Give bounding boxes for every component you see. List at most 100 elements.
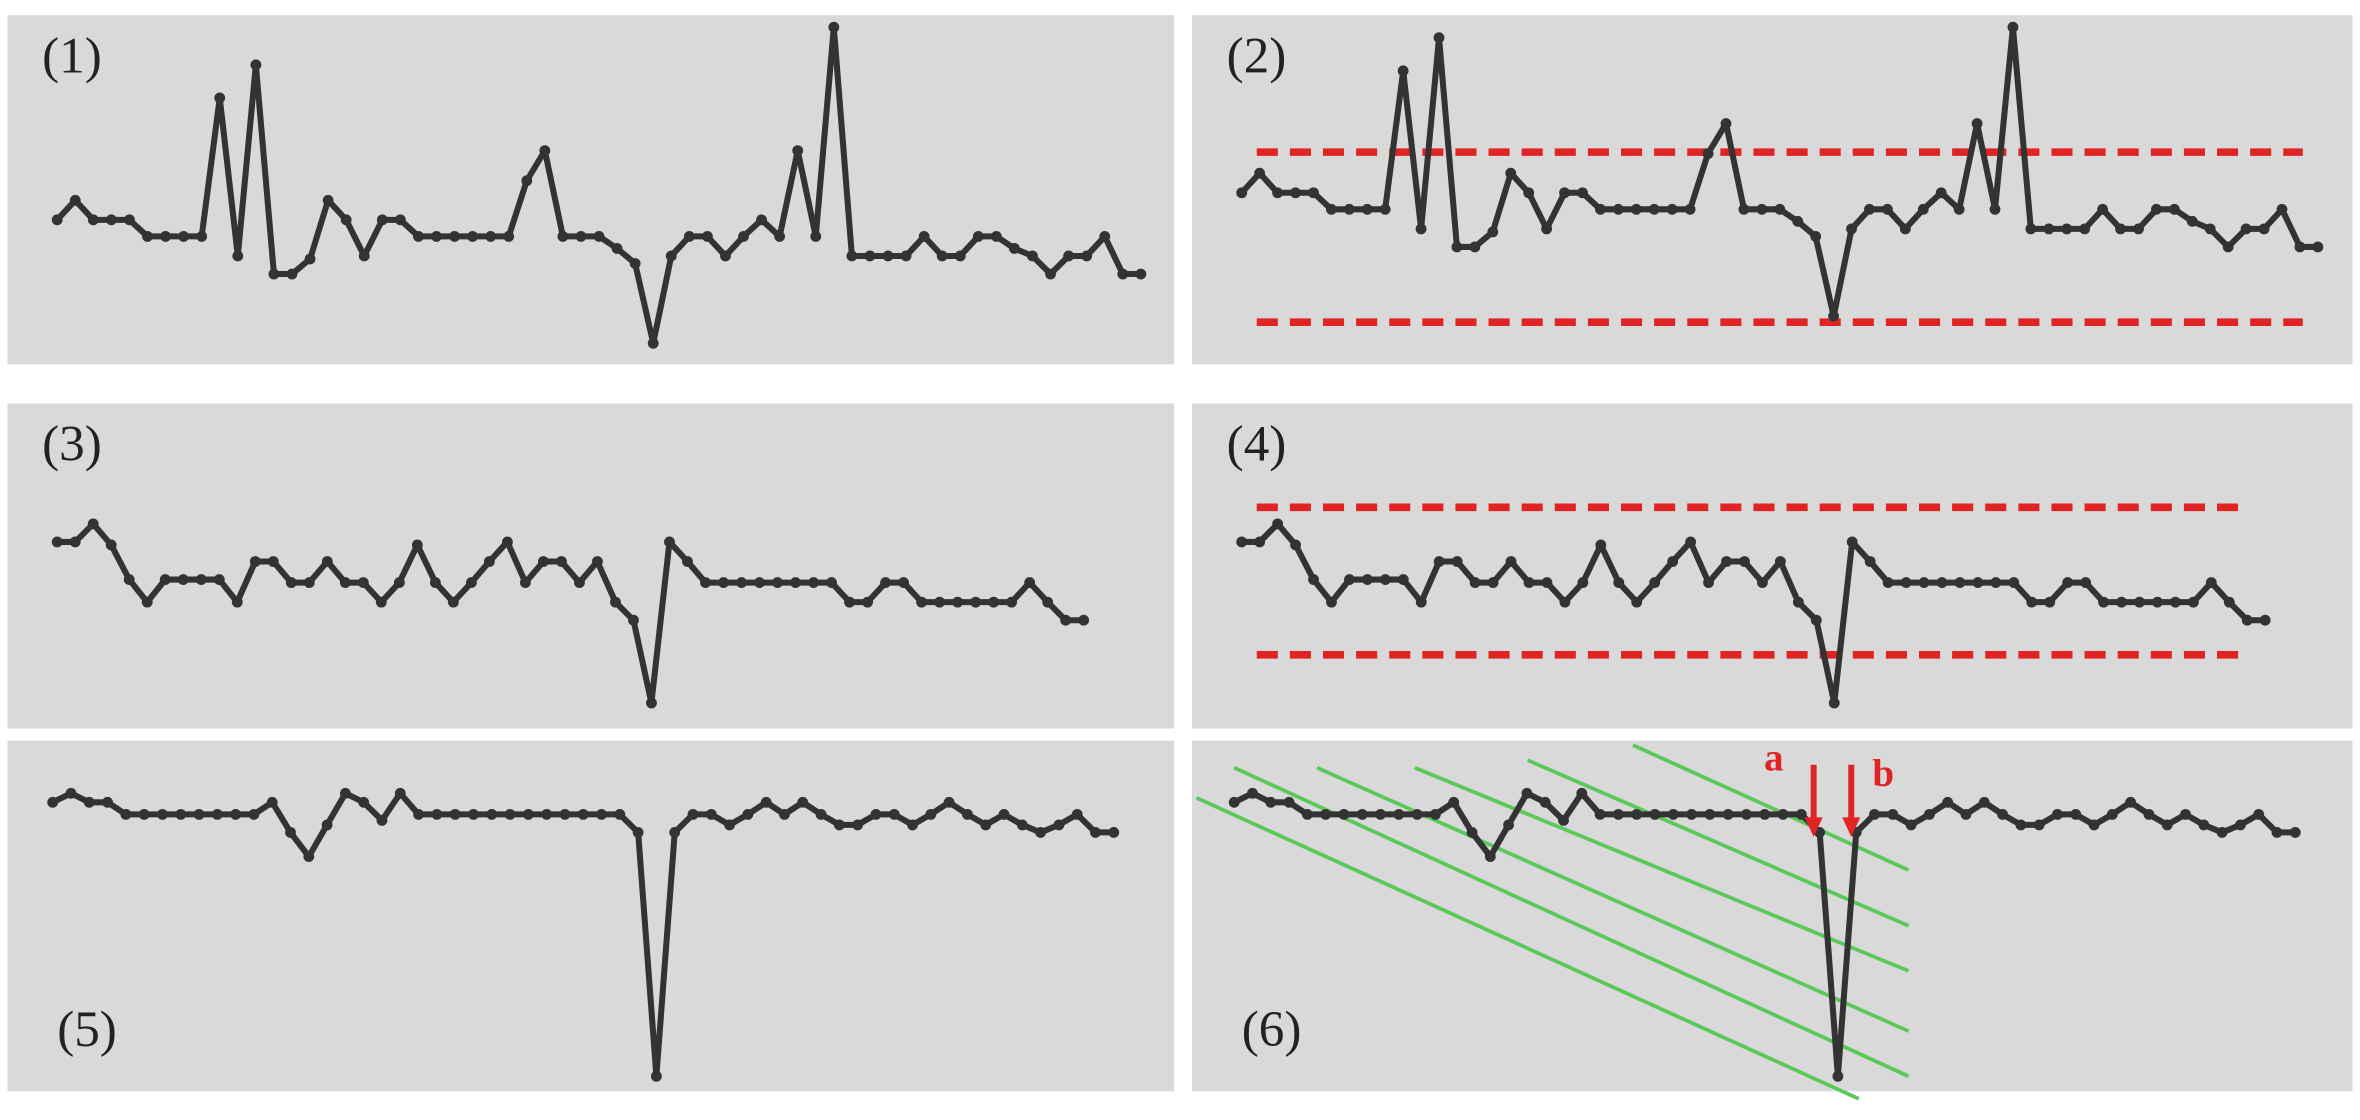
signal-point	[2169, 596, 2181, 608]
signal-point	[1505, 556, 1517, 567]
signal-point	[1792, 215, 1804, 227]
signal-point	[1595, 539, 1607, 551]
signal-point	[285, 577, 297, 588]
signal-point	[1487, 577, 1499, 588]
signal-point	[810, 230, 822, 242]
signal-point	[2143, 808, 2155, 820]
signal-point	[1099, 230, 1111, 242]
signal-point	[611, 243, 623, 254]
signal-point	[2152, 596, 2163, 608]
signal-point	[1541, 577, 1553, 588]
signal-point	[1684, 203, 1696, 215]
signal-point	[2061, 223, 2073, 235]
signal-point	[1792, 596, 1804, 608]
signal-point	[211, 808, 223, 820]
signal-point	[646, 697, 657, 709]
guide-line	[1632, 743, 1910, 872]
signal-point	[522, 808, 534, 820]
signal-point	[413, 230, 424, 242]
signal-point	[2097, 203, 2109, 215]
signal-point	[774, 230, 786, 242]
signal-point	[1326, 596, 1337, 608]
signal-point	[1301, 808, 1313, 820]
signal-point	[792, 145, 804, 157]
signal-point	[918, 230, 930, 242]
signal-point	[1612, 808, 1624, 820]
signal-point	[160, 230, 171, 242]
signal-point	[797, 796, 809, 808]
signal-point	[2088, 819, 2100, 831]
signal-point	[754, 577, 765, 588]
signal-point	[1756, 203, 1768, 215]
panel-background	[7, 740, 1174, 1092]
annotation: b	[1872, 752, 1894, 795]
signal-point	[1135, 268, 1147, 280]
panel: (2)	[1192, 15, 2353, 365]
signal-point	[559, 808, 571, 820]
signal-point	[2161, 819, 2173, 831]
signal-point	[105, 214, 117, 226]
signal-point	[2043, 223, 2055, 235]
signal-point	[682, 556, 693, 567]
signal-point	[647, 337, 659, 349]
signal-point	[1935, 187, 1947, 199]
signal-point	[1448, 796, 1460, 808]
signal-point	[285, 827, 296, 838]
signal-point	[1247, 787, 1258, 799]
signal-point	[1864, 203, 1875, 215]
signal-point	[1577, 187, 1588, 199]
signal-point	[175, 808, 187, 820]
signal-point	[1523, 187, 1535, 199]
signal-point	[159, 574, 171, 585]
signal-point	[177, 574, 189, 585]
guide-line	[1195, 796, 1860, 1101]
panel-label: (2)	[1227, 27, 1287, 84]
signal-point	[1063, 250, 1075, 262]
signal-point	[2062, 577, 2074, 588]
signal-point	[501, 536, 513, 548]
signal-point	[2216, 827, 2228, 838]
signal-point	[486, 808, 498, 820]
signal-point	[2240, 223, 2252, 235]
signal-point	[1900, 577, 1912, 588]
signal-point	[2098, 596, 2109, 608]
signal-point	[2052, 808, 2063, 820]
signal-point	[1559, 596, 1571, 608]
signal-point	[574, 577, 585, 588]
signal-point	[1594, 808, 1606, 820]
signal-point	[124, 214, 135, 226]
signal-point	[1953, 203, 1965, 215]
signal-point	[610, 596, 621, 608]
signal-point	[1338, 808, 1350, 820]
signal-point	[852, 819, 864, 831]
signal-point	[1009, 243, 1020, 254]
signal-point	[1774, 556, 1786, 567]
signal-point	[1343, 203, 1355, 215]
signal-point	[2180, 808, 2191, 820]
signal-point	[1936, 577, 1948, 588]
signal-point	[756, 214, 767, 226]
signal-point	[1869, 808, 1880, 820]
signal-point	[2234, 819, 2246, 831]
signal-point	[521, 175, 533, 187]
signal-point	[972, 230, 984, 242]
signal-point	[1649, 808, 1661, 820]
signal-point	[2125, 796, 2137, 808]
signal-point	[2258, 223, 2270, 235]
signal-line	[1241, 520, 2266, 706]
signal-point	[705, 808, 717, 820]
signal-point	[2186, 215, 2198, 227]
signal-point	[541, 808, 553, 820]
signal-point	[196, 230, 208, 242]
signal-point	[1320, 808, 1332, 820]
signal-point	[1272, 518, 1284, 530]
guide-line	[1233, 765, 1910, 1078]
signal-point	[213, 574, 225, 585]
panel-label: (1)	[42, 27, 102, 84]
signal-point	[123, 574, 135, 585]
signal-point	[1024, 577, 1036, 588]
signal-point	[468, 808, 479, 820]
signal-point	[1777, 808, 1789, 820]
signal-point	[1832, 1070, 1844, 1082]
signal-point	[1739, 556, 1750, 567]
